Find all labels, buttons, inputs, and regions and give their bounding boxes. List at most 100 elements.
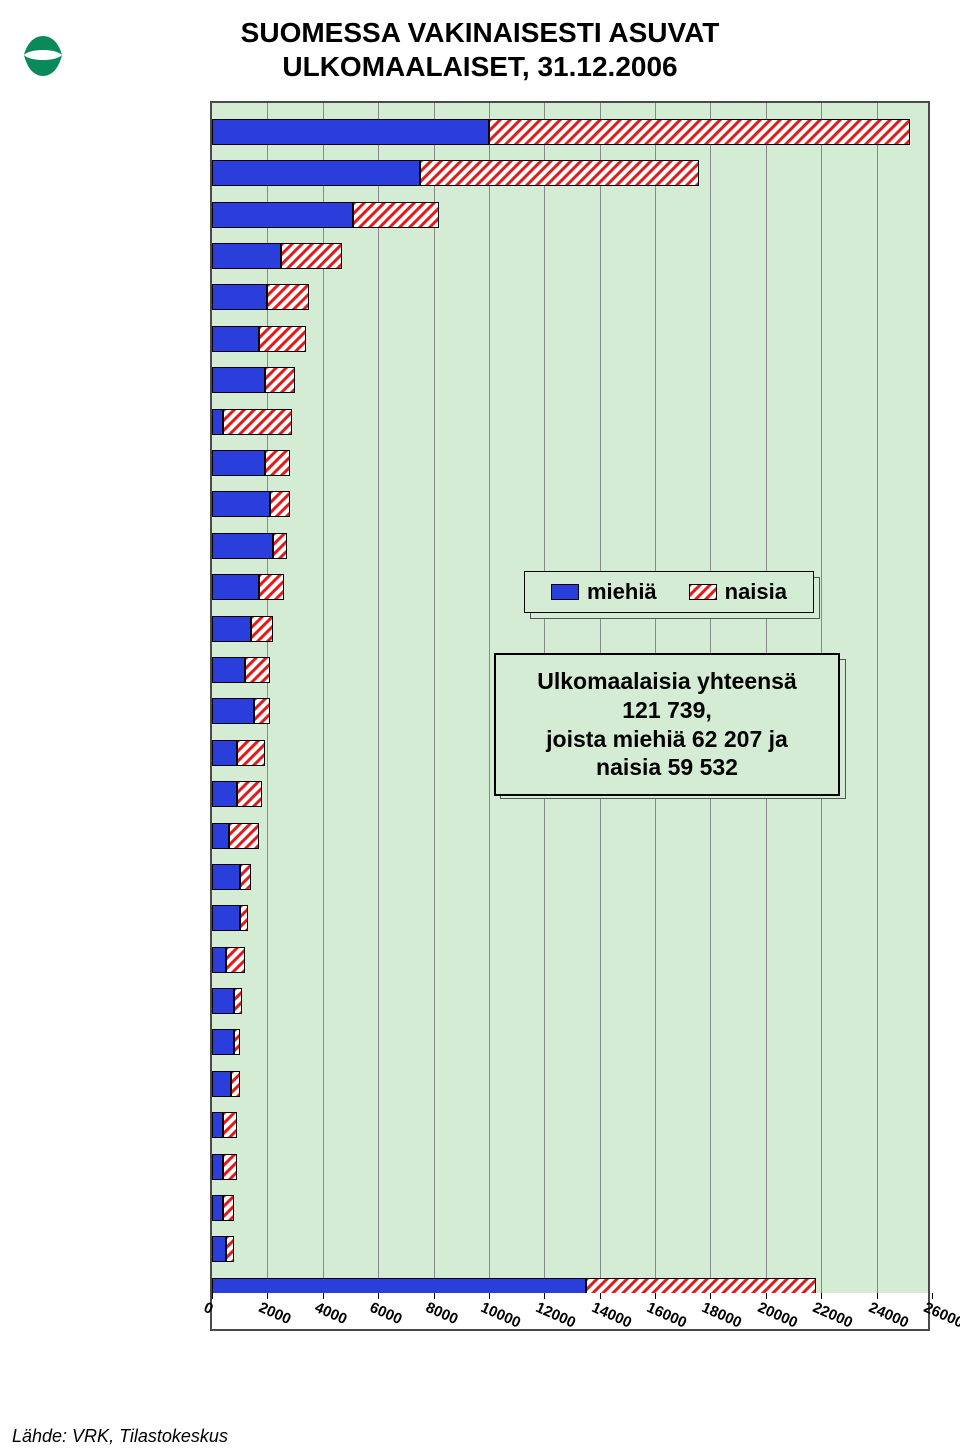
- source-text: Lähde: VRK, Tilastokeskus: [12, 1426, 228, 1447]
- bar-segment-miehia: [212, 202, 353, 228]
- bar-segment-naisia: [240, 864, 251, 890]
- bar-row: [212, 939, 928, 980]
- bar-segment-naisia: [489, 119, 910, 145]
- legend-label-naisia: naisia: [725, 579, 787, 605]
- bar-segment-naisia: [353, 202, 439, 228]
- bar-segment-naisia: [223, 1195, 234, 1221]
- bar-segment-naisia: [259, 326, 306, 352]
- bar-segment-miehia: [212, 1154, 223, 1180]
- bar-row: [212, 1063, 928, 1104]
- bar-row: [212, 318, 928, 359]
- legend-swatch-miehia: [551, 584, 579, 600]
- bar-segment-miehia: [212, 326, 259, 352]
- bar-segment-naisia: [251, 616, 273, 642]
- bar-segment-miehia: [212, 409, 223, 435]
- x-tick: [655, 1293, 656, 1299]
- x-tick: [821, 1293, 822, 1299]
- bar-segment-miehia: [212, 119, 489, 145]
- x-tick: [323, 1293, 324, 1299]
- bar-segment-miehia: [212, 947, 226, 973]
- bar-segment-naisia: [223, 1154, 237, 1180]
- chart-title: SUOMESSA VAKINAISESTI ASUVAT ULKOMAALAIS…: [0, 16, 960, 83]
- bar-segment-miehia: [212, 284, 267, 310]
- x-tick-label: 2000: [256, 1299, 293, 1328]
- bar-segment-miehia: [212, 491, 270, 517]
- x-tick: [710, 1293, 711, 1299]
- bar-segment-naisia: [281, 243, 342, 269]
- bar-row: [212, 153, 928, 194]
- title-line-2: ULKOMAALAISET, 31.12.2006: [0, 50, 960, 84]
- bar-row: [212, 235, 928, 276]
- x-tick: [932, 1293, 933, 1299]
- bar-row: [212, 442, 928, 483]
- bar-segment-naisia: [240, 905, 248, 931]
- bar-segment-miehia: [212, 160, 420, 186]
- bar-segment-miehia: [212, 1195, 223, 1221]
- infobox-line: naisia 59 532: [506, 753, 828, 782]
- plot-area: VenäjäViroRuotsiSomaliaSerbiaKiinaIrakTh…: [212, 103, 928, 1293]
- bar-row: [212, 1229, 928, 1270]
- x-tick-label: 14000: [589, 1299, 634, 1331]
- x-tick-label: 8000: [423, 1299, 460, 1328]
- legend-swatch-naisia: [689, 584, 717, 600]
- legend-item-miehia: miehiä: [551, 579, 657, 605]
- bar-segment-naisia: [254, 698, 271, 724]
- bar-segment-naisia: [267, 284, 309, 310]
- bar-segment-miehia: [212, 657, 245, 683]
- bar-row: [212, 401, 928, 442]
- bar-segment-naisia: [420, 160, 700, 186]
- bar-row: [212, 1105, 928, 1146]
- legend-box: miehiä naisia: [524, 571, 814, 613]
- x-tick-label: 20000: [755, 1299, 800, 1331]
- bar-row: [212, 980, 928, 1021]
- x-tick: [766, 1293, 767, 1299]
- x-axis: 0200040006000800010000120001400016000180…: [212, 1293, 928, 1329]
- infobox-line: joista miehiä 62 207 ja: [506, 725, 828, 754]
- bar-row: [212, 194, 928, 235]
- bar-segment-miehia: [212, 1236, 226, 1262]
- bar-segment-miehia: [212, 574, 259, 600]
- bar-row: [212, 815, 928, 856]
- bar-segment-naisia: [237, 781, 262, 807]
- x-tick-label: 6000: [367, 1299, 404, 1328]
- bar-segment-miehia: [212, 1071, 231, 1097]
- infobox: Ulkomaalaisia yhteensä121 739,joista mie…: [494, 653, 840, 796]
- bar-segment-miehia: [212, 367, 265, 393]
- bar-segment-naisia: [234, 988, 242, 1014]
- bar-segment-naisia: [226, 947, 245, 973]
- bar-segment-naisia: [226, 1236, 234, 1262]
- logo-icon: [18, 30, 68, 80]
- bar-segment-naisia: [265, 450, 290, 476]
- bar-segment-miehia: [212, 740, 237, 766]
- x-tick-label: 12000: [533, 1299, 578, 1331]
- x-tick-label: 22000: [810, 1299, 855, 1331]
- bar-segment-miehia: [212, 450, 265, 476]
- bar-row: [212, 1022, 928, 1063]
- bar-segment-miehia: [212, 823, 229, 849]
- legend-label-miehia: miehiä: [587, 579, 657, 605]
- bar-segment-miehia: [212, 1029, 234, 1055]
- bar-row: [212, 525, 928, 566]
- x-tick: [877, 1293, 878, 1299]
- bar-segment-naisia: [270, 491, 289, 517]
- infobox-line: 121 739,: [506, 696, 828, 725]
- bar-segment-naisia: [245, 657, 270, 683]
- x-tick: [212, 1293, 213, 1299]
- chart-container: VenäjäViroRuotsiSomaliaSerbiaKiinaIrakTh…: [210, 101, 930, 1331]
- x-tick-label: 18000: [700, 1299, 745, 1331]
- bar-segment-naisia: [229, 823, 259, 849]
- legend-item-naisia: naisia: [689, 579, 787, 605]
- bar-segment-naisia: [237, 740, 265, 766]
- x-tick-label: 0: [201, 1299, 216, 1318]
- bar-row: [212, 1270, 928, 1293]
- x-tick-label: 26000: [921, 1299, 960, 1331]
- bar-segment-miehia: [212, 864, 240, 890]
- bar-segment-miehia: [212, 1278, 586, 1293]
- bar-segment-miehia: [212, 533, 273, 559]
- x-tick: [489, 1293, 490, 1299]
- x-tick: [600, 1293, 601, 1299]
- bar-row: [212, 277, 928, 318]
- bar-segment-miehia: [212, 616, 251, 642]
- bar-row: [212, 1146, 928, 1187]
- bar-segment-naisia: [265, 367, 295, 393]
